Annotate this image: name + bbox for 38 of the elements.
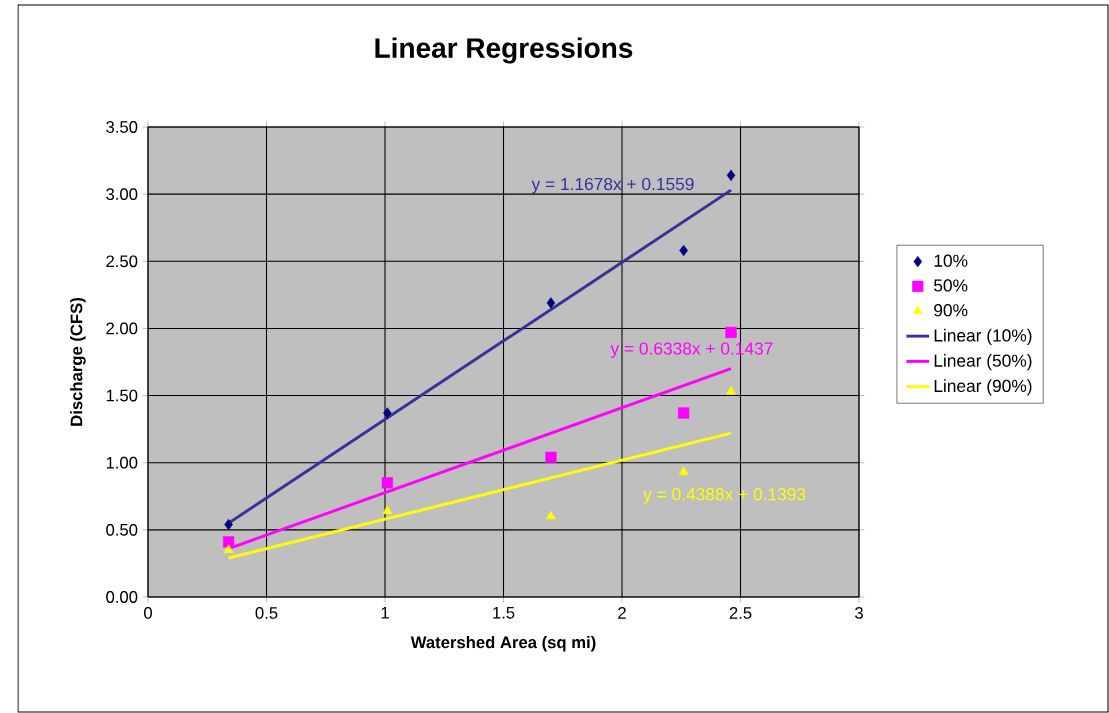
y-tick-label: 2.00 xyxy=(106,322,138,335)
legend-label: Linear (10%) xyxy=(934,328,1032,346)
point xyxy=(546,510,556,520)
x-tick-label: 3 xyxy=(855,607,863,619)
y-tick-label: 2.50 xyxy=(106,255,138,268)
x-tick-label: 1 xyxy=(381,607,389,619)
point xyxy=(726,169,736,181)
x-tick-label: 1.5 xyxy=(493,607,515,619)
y-tick-label: 1.50 xyxy=(106,389,138,402)
point xyxy=(381,477,393,489)
point xyxy=(546,297,556,309)
point xyxy=(725,326,737,339)
legend-label: Linear (50%) xyxy=(934,354,1032,371)
legend-label: 90% xyxy=(934,304,968,317)
point xyxy=(678,466,689,476)
y-axis-title: Discharge (CFS) xyxy=(70,298,86,426)
y-tick-label: 0.00 xyxy=(106,591,138,603)
x-tick-label: 0 xyxy=(144,607,152,619)
x-tick-label: 2.5 xyxy=(729,607,752,619)
annotation: y = 1.1678x + 0.1559 xyxy=(531,177,694,194)
point xyxy=(383,407,392,419)
y-tick-label: 3.00 xyxy=(106,188,138,201)
x-axis-title: Watershed Area (sq mi) xyxy=(410,635,596,652)
y-tick-label: 1.00 xyxy=(106,456,138,469)
point xyxy=(545,451,557,463)
point xyxy=(223,544,234,553)
point xyxy=(726,385,736,395)
point xyxy=(222,536,235,548)
chart-title: Linear Regressions xyxy=(375,37,633,64)
y-tick-label: 3.50 xyxy=(106,121,138,133)
x-tick-label: 0.5 xyxy=(255,607,278,619)
point xyxy=(382,505,393,514)
y-tick-label: 0.50 xyxy=(106,523,138,536)
point xyxy=(678,407,690,419)
x-tick-label: 2 xyxy=(618,607,626,619)
legend-label: 10% xyxy=(934,254,968,267)
legend-label: 50% xyxy=(934,279,968,292)
legend-label: Linear (90%) xyxy=(934,379,1032,396)
